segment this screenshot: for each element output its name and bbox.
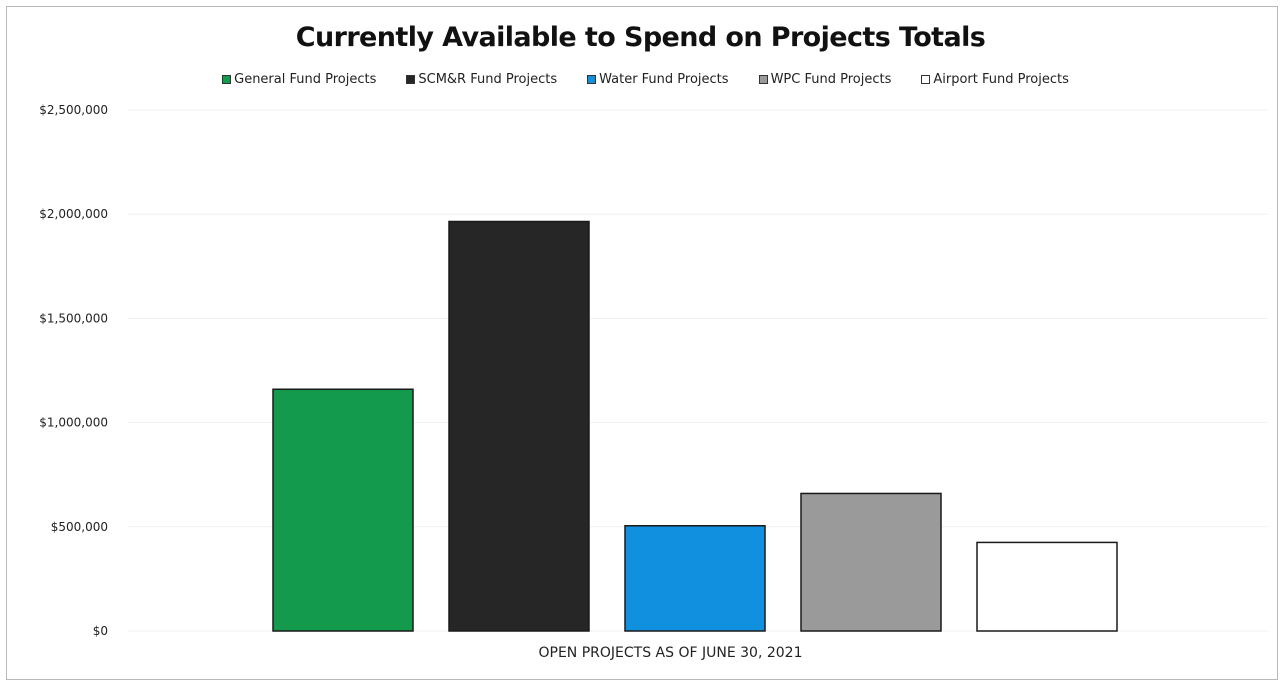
chart-title: Currently Available to Spend on Projects… bbox=[295, 22, 986, 53]
legend-label-wpc-fund: WPC Fund Projects bbox=[770, 72, 892, 87]
legend-label-airport-fund: Airport Fund Projects bbox=[933, 72, 1069, 87]
legend-swatch-scmr-fund bbox=[406, 75, 416, 84]
legend-swatch-wpc-fund bbox=[758, 75, 768, 84]
bar-wpc-fund-projects bbox=[800, 492, 942, 632]
y-tick-label: $2,500,000 bbox=[39, 103, 108, 117]
legend-label-water-fund: Water Fund Projects bbox=[599, 72, 729, 87]
legend-swatch-water-fund bbox=[587, 75, 597, 84]
y-axis-tick-labels: $0 $500,000 $1,000,000 $1,500,000 $2,000,000… bbox=[39, 103, 108, 638]
legend-item-general-fund: General Fund Projects bbox=[222, 72, 376, 87]
bar-scm-r-fund-projects bbox=[448, 220, 590, 632]
legend-swatch-airport-fund bbox=[921, 75, 931, 84]
legend-swatch-general-fund bbox=[222, 75, 232, 84]
legend-item-airport-fund: Airport Fund Projects bbox=[921, 72, 1069, 87]
y-tick-label: $1,500,000 bbox=[39, 311, 108, 325]
y-tick-label: $500,000 bbox=[51, 520, 108, 534]
legend-label-scmr-fund: SCM&R Fund Projects bbox=[418, 72, 558, 87]
y-tick-label: $0 bbox=[93, 624, 108, 638]
x-axis-label: OPEN PROJECTS AS OF JUNE 30, 2021 bbox=[538, 645, 803, 661]
legend: General Fund Projects SCM&R Fund Project… bbox=[0, 72, 1281, 87]
legend-item-water-fund: Water Fund Projects bbox=[587, 72, 729, 87]
legend-item-wpc-fund: WPC Fund Projects bbox=[758, 72, 892, 87]
y-tick-label: $1,000,000 bbox=[39, 416, 108, 430]
bars bbox=[272, 220, 1118, 632]
legend-label-general-fund: General Fund Projects bbox=[234, 72, 377, 87]
y-tick-label: $2,000,000 bbox=[39, 207, 108, 221]
bar-general-fund-projects bbox=[272, 388, 414, 632]
bar-airport-fund-projects bbox=[976, 541, 1118, 632]
legend-item-scmr-fund: SCM&R Fund Projects bbox=[406, 72, 557, 87]
bar-water-fund-projects bbox=[624, 525, 766, 632]
